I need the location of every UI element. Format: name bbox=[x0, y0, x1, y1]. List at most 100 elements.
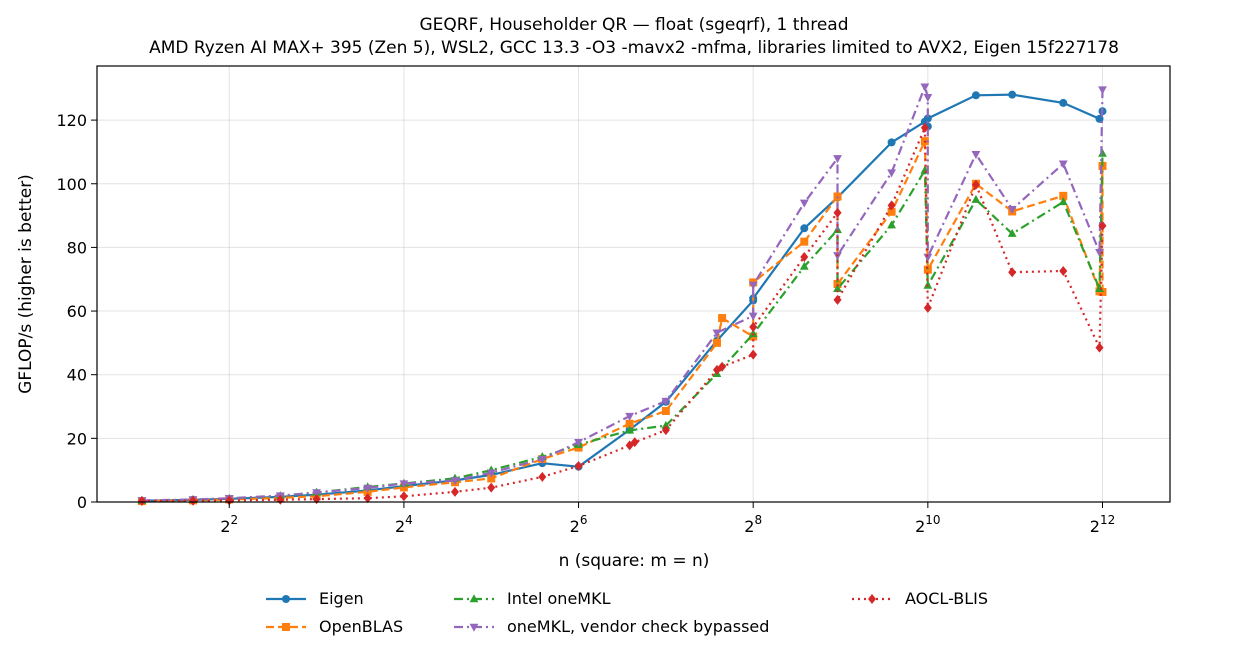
y-tick-label: 0 bbox=[77, 493, 87, 512]
data-point bbox=[749, 321, 758, 332]
y-axis-label: GFLOP/s (higher is better) bbox=[16, 174, 36, 394]
data-point bbox=[630, 437, 639, 448]
data-point bbox=[1095, 342, 1104, 353]
data-point bbox=[1058, 197, 1068, 206]
chart-title: GEQRF, Householder QR — float (sgeqrf), … bbox=[420, 15, 849, 35]
legend-swatch-marker bbox=[282, 622, 290, 631]
data-point bbox=[625, 412, 635, 421]
data-point bbox=[661, 425, 670, 436]
data-point bbox=[450, 477, 460, 486]
data-point bbox=[1059, 191, 1068, 200]
data-point bbox=[748, 329, 758, 338]
data-point bbox=[538, 471, 547, 482]
data-point bbox=[833, 294, 842, 305]
y-tick-label: 40 bbox=[67, 366, 87, 385]
data-point bbox=[923, 302, 932, 313]
data-point bbox=[1059, 265, 1068, 276]
data-point bbox=[833, 207, 842, 218]
data-point bbox=[312, 489, 321, 498]
data-point bbox=[799, 199, 809, 208]
x-tick-label: 26 bbox=[570, 513, 588, 536]
data-point bbox=[1007, 206, 1017, 215]
data-point bbox=[718, 361, 727, 372]
y-tick-label: 20 bbox=[67, 429, 87, 448]
data-point bbox=[971, 194, 981, 203]
data-point bbox=[971, 91, 980, 100]
data-point bbox=[1098, 86, 1107, 95]
data-point bbox=[800, 224, 809, 233]
y-tick-label: 120 bbox=[56, 111, 87, 130]
data-point bbox=[971, 150, 981, 159]
x-tick-label: 22 bbox=[220, 513, 238, 536]
x-axis-label: n (square: m = n) bbox=[559, 551, 710, 571]
data-point bbox=[661, 397, 671, 406]
data-point bbox=[833, 283, 842, 292]
data-point bbox=[450, 486, 459, 497]
data-point bbox=[1098, 220, 1107, 231]
legend-label: oneMKL, vendor check bypassed bbox=[507, 617, 770, 636]
data-point bbox=[923, 93, 933, 102]
data-point bbox=[1095, 248, 1104, 257]
data-point bbox=[923, 114, 932, 123]
data-point bbox=[1058, 160, 1068, 169]
legend-swatch-eigen bbox=[266, 594, 306, 603]
legend-swatch-marker bbox=[469, 593, 479, 602]
axes: 0 20 40 60 80 100 120 22 24 26 28 210 212 bbox=[56, 111, 1115, 536]
x-tick-label: 24 bbox=[395, 513, 413, 536]
data-point bbox=[833, 155, 842, 164]
data-point bbox=[574, 438, 583, 447]
chart-subtitle: AMD Ryzen AI MAX+ 395 (Zen 5), WSL2, GCC… bbox=[149, 38, 1119, 58]
x-tick-label: 210 bbox=[915, 513, 940, 536]
data-point bbox=[1008, 90, 1017, 99]
data-point bbox=[399, 480, 409, 489]
data-point bbox=[887, 138, 896, 147]
data-series bbox=[137, 83, 1107, 507]
data-point bbox=[923, 253, 933, 262]
data-point bbox=[625, 419, 634, 428]
data-point bbox=[1007, 228, 1017, 237]
series-aocl-blis bbox=[137, 122, 1107, 507]
legend-item-onemkl-bypassed: oneMKL, vendor check bypassed bbox=[453, 617, 769, 636]
legend-swatch-intel-onemkl bbox=[454, 593, 494, 602]
legend-item-openblas: OpenBLAS bbox=[265, 617, 403, 636]
data-point bbox=[661, 420, 671, 429]
data-point bbox=[971, 179, 980, 190]
data-point bbox=[887, 169, 896, 178]
y-tick-label: 60 bbox=[67, 302, 87, 321]
legend-item-eigen: Eigen bbox=[265, 589, 364, 608]
data-point bbox=[748, 312, 758, 321]
data-point bbox=[486, 469, 496, 478]
data-point bbox=[712, 338, 721, 347]
y-tick-label: 80 bbox=[67, 238, 87, 257]
data-point bbox=[487, 482, 496, 493]
legend-label: Intel oneMKL bbox=[507, 589, 611, 608]
data-point bbox=[748, 281, 758, 290]
series-onemkl-vendor-check-bypassed bbox=[137, 83, 1107, 506]
chart-legend: Eigen OpenBLAS Intel oneMKL oneMKL, vend… bbox=[258, 585, 1078, 645]
data-point bbox=[920, 122, 929, 133]
data-point bbox=[799, 261, 809, 270]
data-point bbox=[1008, 267, 1017, 278]
plot-area-frame bbox=[96, 65, 1171, 503]
data-point bbox=[887, 200, 896, 211]
data-point bbox=[363, 493, 372, 504]
y-tick-label: 100 bbox=[56, 175, 87, 194]
data-point bbox=[800, 251, 809, 262]
data-point bbox=[625, 425, 635, 434]
data-point bbox=[137, 496, 146, 507]
x-tick-label: 212 bbox=[1090, 513, 1115, 536]
data-point bbox=[920, 83, 930, 92]
legend-swatch-openblas bbox=[266, 622, 306, 631]
legend-label: OpenBLAS bbox=[319, 617, 404, 636]
legend-swatch-marker bbox=[868, 593, 876, 604]
data-point bbox=[661, 406, 670, 415]
data-point bbox=[225, 495, 234, 506]
data-point bbox=[363, 484, 373, 493]
data-point bbox=[923, 265, 932, 274]
data-point bbox=[887, 220, 896, 229]
data-point bbox=[1095, 283, 1104, 292]
data-point bbox=[800, 237, 809, 246]
data-point bbox=[574, 461, 583, 472]
